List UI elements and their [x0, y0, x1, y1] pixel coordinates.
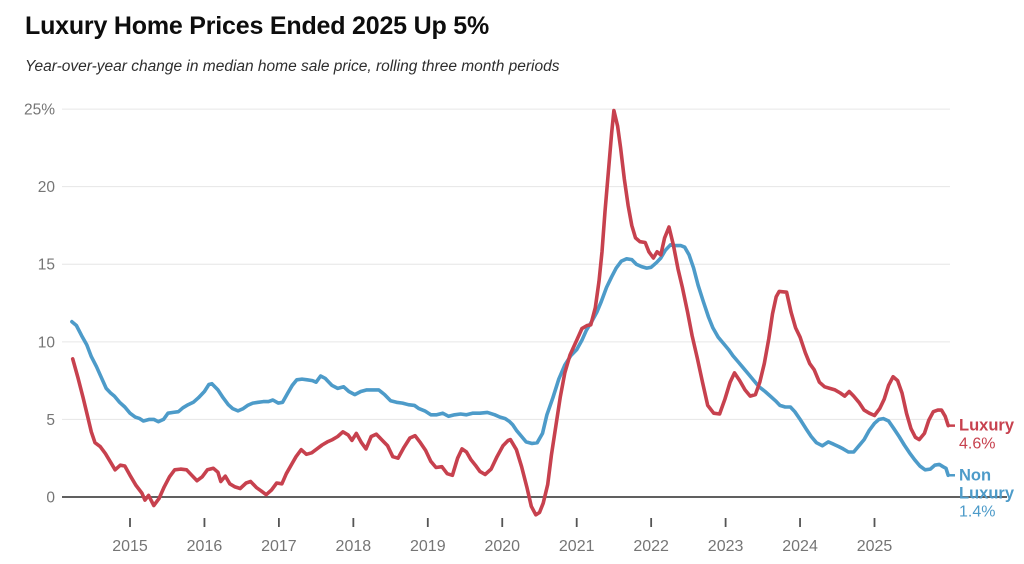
chart-title: Luxury Home Prices Ended 2025 Up 5%: [25, 12, 490, 40]
luxury-line: [70, 108, 950, 517]
x-tick-label: 2024: [782, 538, 818, 555]
non-luxury-end-label: Luxury: [959, 484, 1015, 502]
x-tick-label: 2018: [336, 538, 372, 555]
x-tick-label: 2021: [559, 538, 595, 555]
non-luxury-end-label: Non: [959, 466, 991, 484]
x-tick-label: 2017: [261, 538, 297, 555]
y-tick-label: 15: [38, 257, 55, 274]
x-tick-label: 2019: [410, 538, 446, 555]
y-tick-label: 25%: [24, 102, 55, 119]
x-tick-label: 2025: [857, 538, 893, 555]
y-tick-label: 0: [46, 490, 55, 507]
luxury-end-value: 4.6%: [959, 436, 995, 453]
x-tick-label: 2023: [708, 538, 744, 555]
x-tick-label: 2016: [187, 538, 223, 555]
non-luxury-line: [70, 243, 950, 478]
luxury-end-label: Luxury: [959, 417, 1015, 435]
y-tick-label: 20: [38, 179, 56, 196]
x-tick-label: 2015: [112, 538, 148, 555]
x-tick-label: 2022: [633, 538, 669, 555]
non-luxury-end-value: 1.4%: [959, 503, 995, 520]
chart-subtitle: Year-over-year change in median home sal…: [25, 58, 560, 75]
y-tick-label: 5: [46, 412, 55, 429]
x-tick-label: 2020: [484, 538, 520, 555]
y-tick-label: 10: [38, 334, 56, 351]
